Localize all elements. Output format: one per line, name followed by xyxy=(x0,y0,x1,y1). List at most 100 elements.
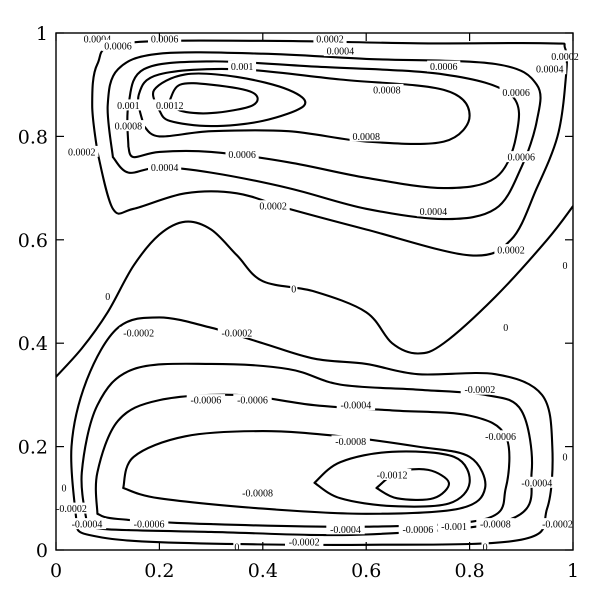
x-tick-label: 0.4 xyxy=(248,560,278,582)
contour-line-neg0p001 xyxy=(313,450,471,508)
x-tick-label: 0.8 xyxy=(454,560,484,582)
contour-label: -0.0006 xyxy=(134,520,165,531)
contour-label: 0 xyxy=(503,323,508,334)
contour-label-bg xyxy=(561,450,569,462)
contour-label: 0 xyxy=(62,484,67,495)
contour-label: 0.001 xyxy=(117,101,140,112)
contour-label: 0.0004 xyxy=(420,207,448,218)
contour-label-bg xyxy=(548,50,582,62)
contour-label: -0.001 xyxy=(441,522,467,533)
contour-label-bg xyxy=(538,518,577,530)
contour-label-bg xyxy=(104,290,112,302)
contour-label-bg xyxy=(499,86,533,98)
contour-label-bg xyxy=(60,482,68,493)
contour-label-bg xyxy=(290,282,298,294)
contour-line-0p0012 xyxy=(168,82,259,115)
contour-line-0p0006 xyxy=(126,60,521,190)
contour-label-bg xyxy=(476,518,515,530)
contour-line-0 xyxy=(56,205,573,378)
contour-label: 0.0004 xyxy=(536,65,564,76)
contour-label-bg xyxy=(481,430,520,442)
contour-label: 0.0006 xyxy=(430,62,458,73)
contour-label: 0.0006 xyxy=(104,41,132,52)
contour-label-bg xyxy=(129,518,169,530)
contour-label-bg xyxy=(119,326,158,338)
contour-label: -0.0002 xyxy=(56,504,87,515)
contour-label: 0.0004 xyxy=(151,163,179,174)
contour-label-bg xyxy=(153,99,187,111)
contour-label: -0.0002 xyxy=(123,328,154,339)
contour-label: -0.0004 xyxy=(330,525,361,536)
contour-label-bg xyxy=(228,60,257,72)
contour-label: -0.0006 xyxy=(237,396,268,407)
y-tick-label: 0.2 xyxy=(18,437,48,459)
contour-label: 0 xyxy=(483,543,488,554)
contour-label: 0.001 xyxy=(231,62,254,73)
contour-line-neg0p0002 xyxy=(70,316,554,546)
contour-label: 0.0006 xyxy=(228,150,256,161)
contour-label: 0.0002 xyxy=(497,246,525,257)
contour-label-bg xyxy=(323,45,357,57)
contour-lines xyxy=(56,39,573,546)
contour-label: -0.0004 xyxy=(521,478,552,489)
contour-label-bg xyxy=(238,487,277,499)
contour-label-bg xyxy=(398,523,438,535)
contour-label-bg xyxy=(148,161,182,173)
contour-line-neg0p0006 xyxy=(94,393,511,528)
contour-line-0p0008 xyxy=(137,67,471,145)
contour-label-bg xyxy=(349,130,383,142)
contour-label: 0 xyxy=(563,452,568,463)
contour-label-bg xyxy=(494,244,528,256)
contour-label-bg xyxy=(437,520,471,532)
contour-label-bg xyxy=(336,399,376,411)
contour-label: 0.0002 xyxy=(68,147,96,158)
contour-label: -0.0006 xyxy=(402,525,433,536)
contour-label: 0.0006 xyxy=(151,35,179,46)
contour-label: 0.0012 xyxy=(156,101,184,112)
contour-line-neg0p0004 xyxy=(80,362,534,537)
x-tick-label: 0.6 xyxy=(351,560,381,582)
contour-label-bg xyxy=(233,394,272,406)
contour-label: 0.0006 xyxy=(502,88,530,99)
contour-label: 0.0006 xyxy=(508,153,536,164)
contour-label: -0.0004 xyxy=(340,401,371,412)
tick-labels: 0 0.2 0.4 0.6 0.8 1 0 0.2 0.4 0.6 0.8 1 xyxy=(18,23,579,582)
contour-label: 0 xyxy=(291,284,296,295)
contour-label: 0.0008 xyxy=(352,132,380,143)
contour-label-bg xyxy=(481,541,489,552)
contour-label-bg xyxy=(372,469,412,480)
contour-label-bg xyxy=(225,148,259,160)
contour-label-bg xyxy=(331,435,370,447)
contour-label-bg xyxy=(460,383,500,395)
x-tick-label: 1 xyxy=(567,560,579,582)
contour-label: 0.0004 xyxy=(84,35,112,46)
contour-label-bg xyxy=(326,523,365,535)
contour-label: -0.0008 xyxy=(335,437,366,448)
contour-label: -0.0004 xyxy=(72,520,103,531)
contour-label-bg xyxy=(285,536,324,548)
contour-label: -0.0008 xyxy=(480,520,511,531)
y-tick-label: 0.8 xyxy=(18,126,48,148)
contour-line-neg0p0008 xyxy=(122,430,487,515)
contour-label-bg xyxy=(313,33,347,44)
contour-label-bg xyxy=(101,39,135,51)
contour-label: -0.0002 xyxy=(464,385,495,396)
contour-label: 0.0002 xyxy=(551,52,579,63)
y-tick-label: 0 xyxy=(36,540,48,562)
y-tick-label: 1 xyxy=(36,23,48,45)
contour-label-bg xyxy=(416,205,450,217)
x-tick-label: 0 xyxy=(50,560,62,582)
contour-label-bg xyxy=(80,33,114,44)
x-tick-label: 0.2 xyxy=(144,560,174,582)
contour-label-bg xyxy=(233,541,241,552)
contour-label-bg xyxy=(111,120,145,132)
contour-label-bg xyxy=(186,394,226,406)
contour-label: 0 xyxy=(563,261,568,272)
contour-label: 0.0008 xyxy=(115,122,143,133)
contour-label-bg xyxy=(256,200,290,212)
contour-label: -0.0012 xyxy=(377,471,408,482)
contour-label-bg xyxy=(561,259,569,271)
contour-label-bg xyxy=(114,99,143,111)
contour-label: -0.0006 xyxy=(485,432,516,443)
